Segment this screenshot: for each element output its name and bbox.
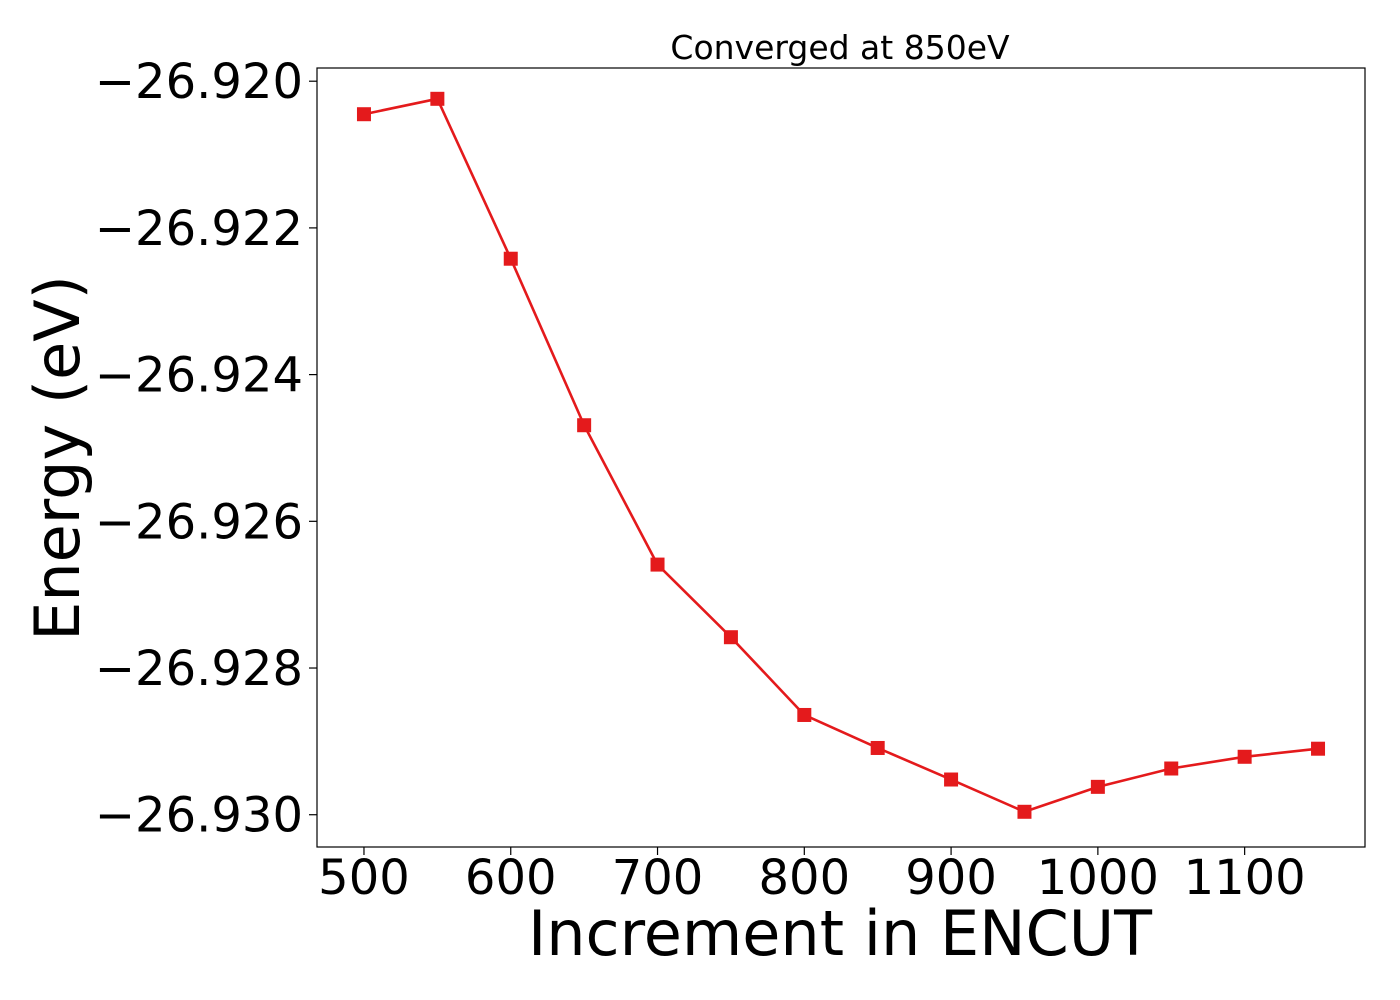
data-point-marker xyxy=(503,251,518,266)
data-point-marker xyxy=(430,91,445,106)
x-tick-label: 1100 xyxy=(1184,850,1306,906)
y-axis-label: Energy (eV) xyxy=(21,275,94,641)
x-tick-label: 500 xyxy=(318,850,410,906)
series-line xyxy=(363,97,1319,814)
data-point-marker xyxy=(1017,804,1032,819)
x-tick-label: 800 xyxy=(758,850,850,906)
data-point-marker xyxy=(1090,779,1105,794)
data-point-marker xyxy=(356,107,371,122)
x-tick-label: 1000 xyxy=(1037,850,1159,906)
y-tick-label: −26.928 xyxy=(95,641,303,697)
data-point-marker xyxy=(944,772,959,787)
plot-frame xyxy=(316,67,1366,848)
data-point-marker xyxy=(1237,749,1252,764)
data-point-marker xyxy=(1164,761,1179,776)
data-point-marker xyxy=(577,418,592,433)
data-point-marker xyxy=(870,740,885,755)
chart-title: Converged at 850eV xyxy=(670,28,1010,67)
x-axis-label: Increment in ENCUT xyxy=(528,897,1153,970)
x-tick-label: 900 xyxy=(905,850,997,906)
y-tick-label: −26.920 xyxy=(95,54,303,110)
y-tick-label: −26.930 xyxy=(95,788,303,844)
y-axis-ticks: −26.920 −26.922 −26.924 −26.926 −26.928 −26.9… xyxy=(95,54,317,844)
x-axis-ticks: 500 600 700 800 900 1000 1100 xyxy=(318,847,1306,906)
y-tick-label: −26.922 xyxy=(95,201,303,257)
y-tick-label: −26.926 xyxy=(95,494,303,550)
data-point-marker xyxy=(797,707,812,722)
x-tick-label: 700 xyxy=(612,850,704,906)
data-point-marker xyxy=(723,630,738,645)
y-tick-label: −26.924 xyxy=(95,348,303,404)
data-point-marker xyxy=(650,557,665,572)
plot-area xyxy=(316,67,1366,848)
x-tick-label: 600 xyxy=(465,850,557,906)
data-point-marker xyxy=(1311,741,1326,756)
